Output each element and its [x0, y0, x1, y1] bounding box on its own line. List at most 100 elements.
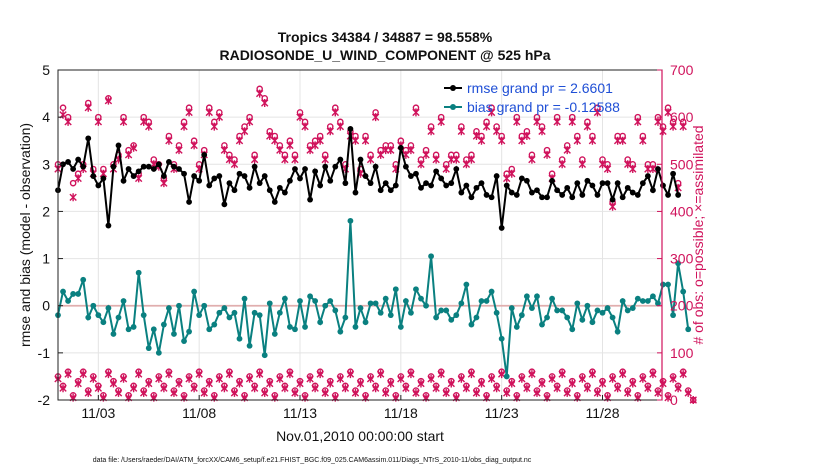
bias-point	[125, 326, 132, 333]
legend: rmse grand pr = 2.6601 bias grand pr = -…	[444, 80, 620, 115]
rmse-point	[261, 173, 268, 179]
bias-point	[392, 286, 399, 293]
point-obs_assimilated	[679, 122, 687, 131]
bias-point	[100, 319, 107, 326]
point-obs_assimilated_low	[608, 374, 617, 383]
point-obs_assimilated	[618, 136, 627, 145]
bias-point	[402, 298, 409, 304]
point-obs_assimilated	[528, 155, 536, 164]
y-left-axis-ticks: -2 -1 0 1 2 3 4 5	[38, 62, 63, 408]
rmse-point	[100, 175, 107, 182]
point-obs_assimilated_low	[175, 379, 183, 388]
bias-point	[574, 300, 581, 307]
y-left-tick-label: 4	[42, 109, 50, 125]
bias-point	[181, 338, 187, 344]
point-obs_assimilated	[104, 96, 113, 105]
point-obs_assimilated_low	[402, 384, 410, 393]
point-obs_assimilated_low	[225, 370, 234, 379]
rmse-point	[468, 194, 475, 201]
rmse-point	[569, 194, 576, 201]
chart-title-line2: RADIOSONDE_U_WIND_COMPONENT @ 525 hPa	[219, 47, 550, 63]
rmse-point	[594, 192, 601, 198]
bias-point	[216, 309, 223, 316]
point-obs_assimilated_low	[487, 374, 496, 383]
point-obs_assimilated	[563, 146, 571, 155]
point-obs_assimilated_low	[568, 379, 576, 388]
bias-point	[171, 331, 177, 337]
point-obs_assimilated	[669, 122, 677, 131]
bias-point	[176, 302, 182, 309]
bias-point	[584, 302, 591, 309]
point-obs_assimilated_low	[155, 374, 163, 383]
point-obs_assimilated_low	[492, 384, 501, 393]
point-obs_assimilated_low	[59, 384, 67, 393]
rmse-point	[166, 159, 172, 165]
rmse-point	[534, 187, 540, 194]
rmse-point	[564, 184, 571, 191]
bias-point	[463, 281, 470, 288]
bias-point	[569, 326, 576, 333]
bias-point	[231, 309, 238, 316]
y-right-tick-label: 300	[670, 251, 694, 267]
point-obs_assimilated	[649, 165, 657, 173]
y-right-tick-label: 600	[670, 109, 694, 125]
point-obs_assimilated_low	[140, 388, 148, 397]
bias-point	[453, 312, 460, 319]
rmse-point	[276, 184, 283, 191]
point-obs_assimilated	[220, 146, 229, 155]
rmse-point	[589, 182, 596, 189]
bias-point	[680, 288, 687, 295]
x-axis-label: Nov.01,2010 00:00:00 start	[276, 428, 444, 444]
point-obs_assimilated_low	[89, 374, 97, 383]
point-obs_assimilated_low	[538, 379, 546, 388]
point-obs_assimilated	[361, 136, 370, 145]
point-obs_assimilated	[331, 108, 339, 117]
y-left-tick-label: 3	[42, 156, 50, 172]
y-right-tick-label: 200	[670, 298, 694, 314]
bias-point	[518, 312, 525, 319]
legend-bias-text: bias grand pr = -0.12588	[467, 99, 620, 115]
point-obs_assimilated	[432, 155, 440, 164]
y-left-tick-label: 5	[42, 62, 50, 78]
y-right-tick-label: 700	[670, 62, 694, 78]
chart-title-line1: Tropics 34384 / 34887 = 98.558%	[278, 29, 493, 45]
point-obs_assimilated	[533, 117, 541, 126]
bias-point	[539, 321, 545, 328]
rmse-point	[574, 180, 581, 187]
bias-point	[266, 300, 273, 307]
point-obs_assimilated_low	[533, 388, 541, 397]
rmse-point	[216, 173, 223, 179]
point-obs_assimilated_low	[427, 374, 435, 383]
point-obs_assimilated	[255, 89, 264, 98]
point-obs_assimilated_low	[412, 388, 420, 397]
point-obs_assimilated	[487, 108, 496, 117]
point-obs_assimilated_low	[245, 374, 254, 383]
bias-point	[503, 373, 510, 380]
point-obs_assimilated_low	[170, 388, 178, 397]
rmse-point	[488, 194, 495, 201]
point-obs_assimilated	[568, 117, 576, 126]
point-obs_assimilated_low	[104, 370, 113, 379]
bias-point	[408, 309, 414, 316]
point-obs_assimilated	[422, 150, 430, 159]
point-obs_assimilated	[84, 103, 92, 112]
point-obs_assimilated	[578, 160, 587, 169]
point-obs_assimilated_low	[558, 370, 566, 379]
point-obs_assimilated	[240, 127, 249, 136]
bias-point	[387, 312, 394, 319]
point-obs_assimilated_low	[588, 370, 597, 379]
bias-point	[609, 314, 616, 321]
point-obs_assimilated_low	[528, 370, 536, 379]
point-obs_assimilated_low	[250, 384, 259, 393]
rmse-point	[554, 187, 561, 194]
x-tick-label: 11/08	[182, 405, 216, 421]
footer-data-file: data file: /Users/raeder/DAI/ATM_forcXX/…	[93, 457, 532, 464]
rmse-point	[317, 182, 324, 189]
point-obs_assimilated_low	[326, 379, 334, 388]
point-obs_assimilated	[145, 122, 153, 131]
point-obs_assimilated	[321, 155, 329, 164]
rmse-point	[196, 177, 203, 184]
rmse-point	[362, 173, 369, 179]
rmse-point	[493, 173, 500, 179]
bias-point	[397, 324, 404, 330]
